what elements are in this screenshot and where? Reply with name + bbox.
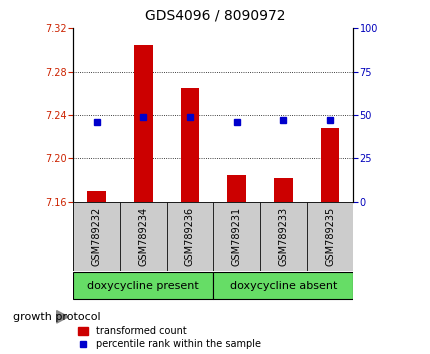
- Text: GDS4096 / 8090972: GDS4096 / 8090972: [145, 9, 285, 23]
- Bar: [273, 178, 292, 202]
- Text: GSM789232: GSM789232: [92, 207, 101, 266]
- Text: doxycycline absent: doxycycline absent: [229, 281, 336, 291]
- Polygon shape: [57, 310, 68, 323]
- Bar: [73, 202, 120, 271]
- Bar: [227, 175, 246, 202]
- Text: growth protocol: growth protocol: [13, 312, 100, 322]
- Bar: [213, 272, 353, 299]
- Bar: [320, 128, 339, 202]
- Text: GSM789236: GSM789236: [184, 207, 194, 266]
- Bar: [120, 202, 166, 271]
- Text: GSM789231: GSM789231: [231, 207, 241, 266]
- Bar: [180, 88, 199, 202]
- Bar: [73, 272, 213, 299]
- Bar: [166, 202, 213, 271]
- Bar: [306, 202, 353, 271]
- Legend: transformed count, percentile rank within the sample: transformed count, percentile rank withi…: [78, 326, 260, 349]
- Bar: [213, 202, 259, 271]
- Text: GSM789233: GSM789233: [278, 207, 288, 266]
- Text: GSM789234: GSM789234: [138, 207, 148, 266]
- Bar: [87, 191, 106, 202]
- Text: GSM789235: GSM789235: [324, 207, 334, 266]
- Bar: [134, 45, 152, 202]
- Bar: [259, 202, 306, 271]
- Text: doxycycline present: doxycycline present: [87, 281, 199, 291]
